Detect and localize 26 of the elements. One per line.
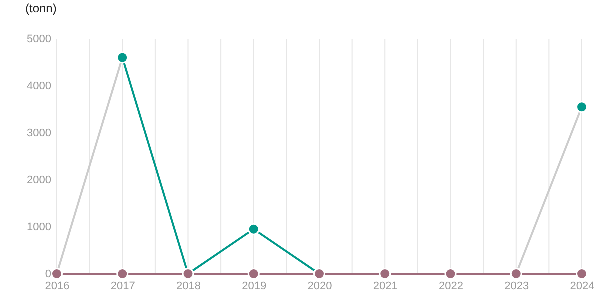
point xyxy=(248,268,260,280)
y-tick-label: 2000 xyxy=(27,174,52,186)
x-tick-label: 2020 xyxy=(308,280,332,292)
x-tick-label: 2018 xyxy=(176,280,201,292)
point xyxy=(116,52,129,64)
point xyxy=(248,223,260,236)
y-tick-label: 0 xyxy=(45,268,52,280)
y-tick-label: 1000 xyxy=(27,222,52,234)
x-tick-label: 2024 xyxy=(570,280,595,292)
point xyxy=(116,268,129,280)
x-tick-label: 2022 xyxy=(439,280,464,292)
y-axis-title: (tonn) xyxy=(26,2,57,16)
point xyxy=(379,268,392,280)
point xyxy=(576,101,588,114)
x-tick-label: 2021 xyxy=(373,280,398,292)
point xyxy=(444,268,457,280)
y-tick-label: 5000 xyxy=(27,34,52,46)
y-tick-label: 4000 xyxy=(27,80,52,92)
point xyxy=(576,268,588,280)
y-tick-label: 3000 xyxy=(27,128,52,140)
point xyxy=(51,268,63,280)
x-tick-label: 2017 xyxy=(110,280,136,292)
point xyxy=(510,268,522,280)
x-tick-label: 2019 xyxy=(242,280,267,292)
x-tick-label: 2016 xyxy=(45,280,70,292)
x-tick-label: 2023 xyxy=(504,280,530,292)
